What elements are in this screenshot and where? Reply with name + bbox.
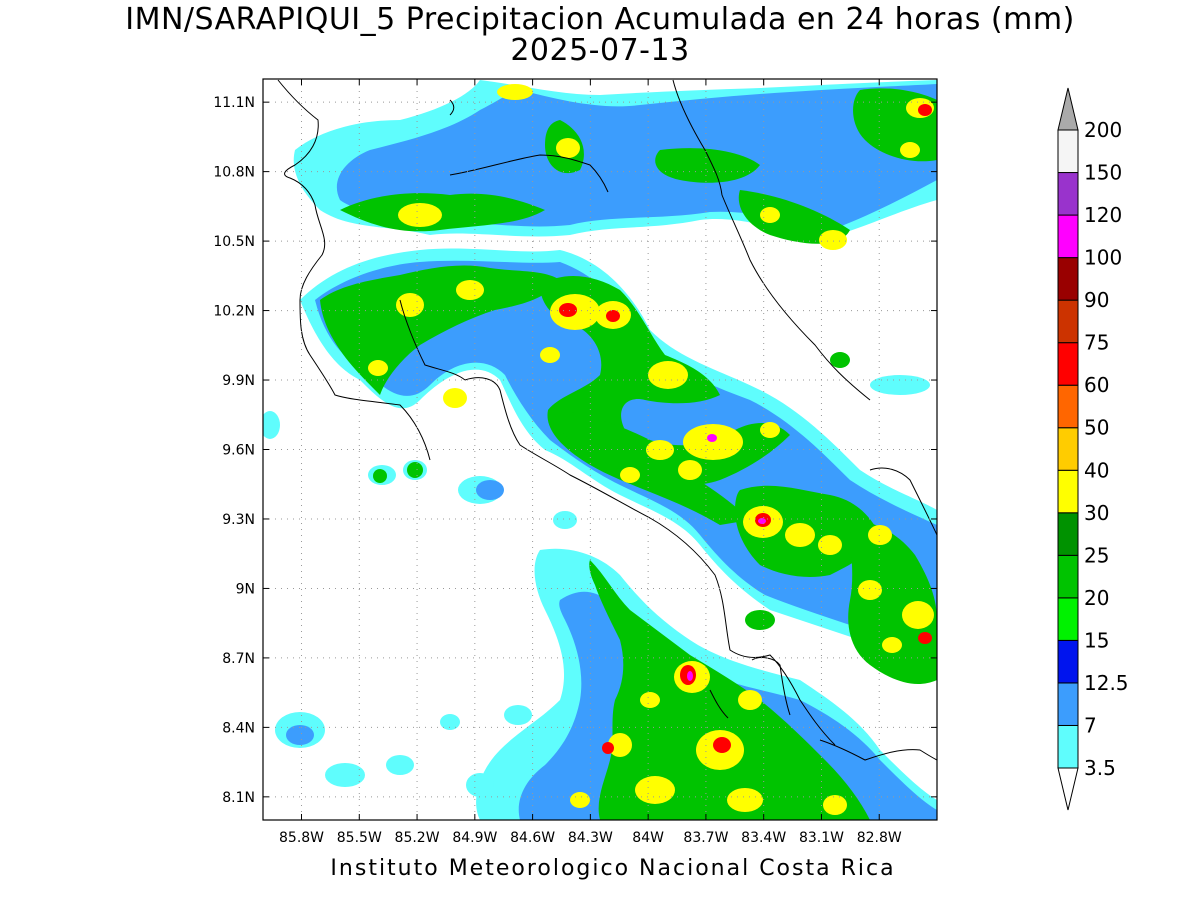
footer-credit: Instituto Meteorologico Nacional Costa R… [330, 856, 896, 881]
lat-tick-label: 9.6N [222, 443, 255, 459]
colorbar-label: 75 [1084, 331, 1109, 355]
colorbar-label: 25 [1084, 543, 1109, 567]
colorbar-label: 100 [1084, 246, 1122, 270]
lon-tick-label: 85.8W [279, 830, 324, 846]
lat-tick-label: 8.7N [222, 651, 255, 667]
longitude-axis: 85.8W 85.5W 85.2W 84.9W 84.6W 84.3W 84W 83.7W 83… [279, 79, 902, 846]
colorbar-swatch [1057, 342, 1079, 386]
lon-tick-label: 84.3W [568, 830, 613, 846]
lat-tick-label: 9N [236, 581, 255, 597]
map-grid [263, 79, 937, 820]
precipitation-field [263, 79, 937, 820]
colorbar-swatch [1057, 639, 1079, 684]
lon-tick-label: 84.6W [510, 830, 555, 846]
lon-tick-label: 83.7W [683, 830, 728, 846]
colorbar-swatch [1057, 384, 1079, 429]
lon-tick-label: 82.8W [857, 830, 902, 846]
colorbar-label: 12.5 [1084, 671, 1129, 695]
colorbar-label: 40 [1084, 458, 1109, 482]
lon-tick-label: 83.1W [799, 830, 844, 846]
colorbar-label: 150 [1084, 161, 1122, 185]
chart-title: IMN/SARAPIQUI_5 Precipitacion Acumulada … [125, 2, 1075, 37]
colorbar-swatch [1057, 724, 1079, 769]
colorbar-min-arrow [1057, 767, 1079, 811]
latitude-axis: 8.1N 8.4N 8.7N 9N 9.3N 9.6N 9.9N 10.2N 10.5N 10.8… [213, 95, 937, 806]
lon-tick-label: 85.5W [337, 830, 382, 846]
colorbar-swatch [1057, 427, 1079, 471]
lat-tick-label: 10.5N [213, 234, 255, 250]
colorbar-swatch [1057, 469, 1079, 514]
lon-tick-label: 83.4W [741, 830, 786, 846]
lat-tick-label: 8.1N [222, 790, 255, 806]
chart-date: 2025-07-13 [510, 33, 690, 68]
colorbar: 3.5 7 12.5 15 20 25 30 40 50 60 75 90 100 120 150 200 [1057, 87, 1129, 811]
colorbar-max-arrow [1057, 87, 1079, 131]
coastline [277, 79, 937, 761]
colorbar-label: 20 [1084, 586, 1109, 610]
colorbar-label: 3.5 [1084, 756, 1116, 780]
lat-tick-label: 9.9N [222, 373, 255, 389]
colorbar-swatch [1057, 299, 1079, 344]
colorbar-label: 60 [1084, 373, 1109, 397]
colorbar-swatch [1057, 512, 1079, 556]
lon-tick-label: 85.2W [395, 830, 440, 846]
lat-tick-label: 8.4N [222, 720, 255, 736]
colorbar-label: 120 [1084, 203, 1122, 227]
colorbar-swatch [1057, 129, 1079, 174]
colorbar-label: 200 [1084, 118, 1122, 142]
colorbar-label: 50 [1084, 416, 1109, 440]
colorbar-label: 30 [1084, 501, 1109, 525]
colorbar-swatch [1057, 597, 1079, 641]
colorbar-label: 7 [1084, 713, 1097, 737]
colorbar-swatch [1057, 682, 1079, 726]
lat-tick-label: 10.2N [213, 304, 255, 320]
lon-tick-label: 84.9W [452, 830, 497, 846]
colorbar-label: 90 [1084, 288, 1109, 312]
colorbar-swatch [1057, 257, 1079, 301]
lat-tick-label: 10.8N [213, 165, 255, 181]
rain-band-100mm [687, 434, 766, 681]
rain-band-60mm [559, 104, 932, 754]
colorbar-swatch [1057, 554, 1079, 599]
colorbar-swatch [1057, 214, 1079, 259]
lat-tick-label: 11.1N [213, 95, 255, 111]
lat-tick-label: 9.3N [222, 512, 255, 528]
lon-tick-label: 84W [632, 830, 664, 846]
colorbar-swatch [1057, 172, 1079, 216]
colorbar-label: 15 [1084, 628, 1109, 652]
